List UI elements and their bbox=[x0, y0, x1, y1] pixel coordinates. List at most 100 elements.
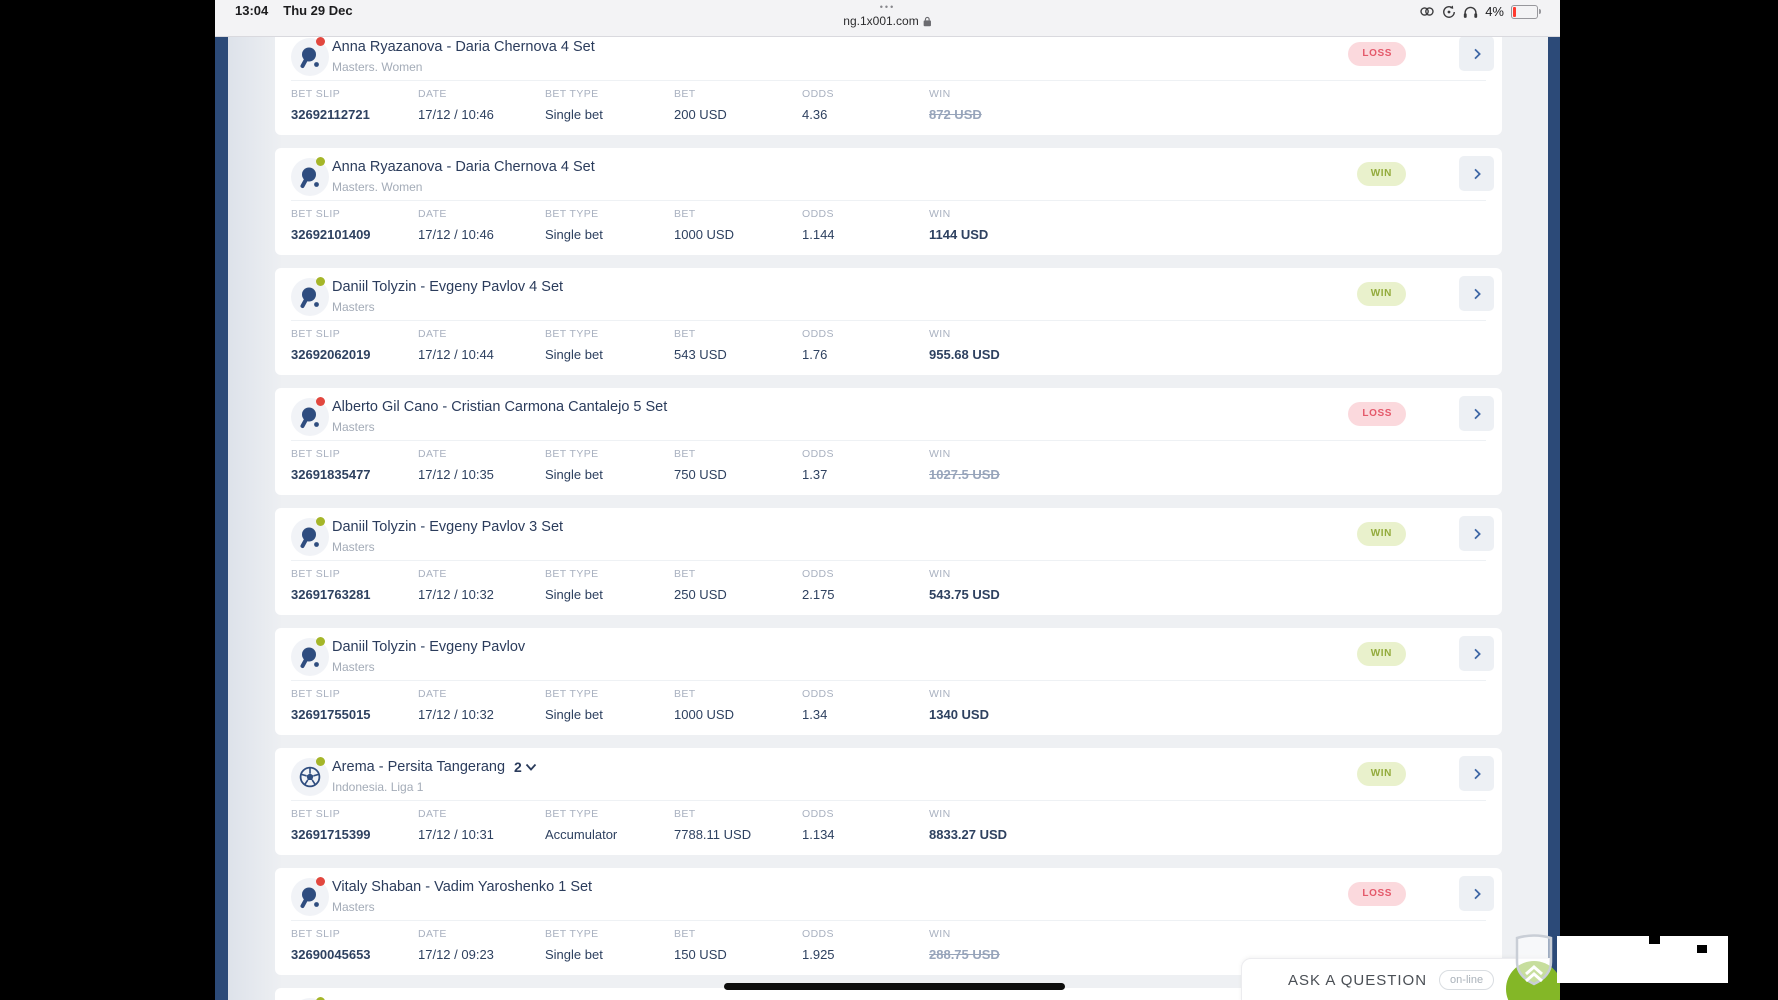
status-dot-icon bbox=[316, 277, 325, 286]
divider bbox=[291, 680, 1486, 681]
open-bet-button[interactable] bbox=[1459, 516, 1494, 551]
bet-card[interactable]: Anna Ryazanova - Daria Chernova 4 Set Ma… bbox=[275, 36, 1502, 135]
open-bet-button[interactable] bbox=[1459, 276, 1494, 311]
match-title: Anna Ryazanova - Daria Chernova 4 Set bbox=[332, 39, 595, 55]
address-bar[interactable]: ng.1x001.com bbox=[843, 14, 931, 28]
chevron-right-icon bbox=[1473, 168, 1481, 179]
open-bet-button[interactable] bbox=[1459, 876, 1494, 911]
headphones-icon bbox=[1464, 6, 1478, 18]
bet-details-row: BET SLIP 32692101409 DATE 17/12 / 10:46 … bbox=[275, 208, 1502, 252]
col-odds: ODDS 1.37 bbox=[802, 448, 834, 482]
bet-details-row: BET SLIP 32691715399 DATE 17/12 / 10:31 … bbox=[275, 808, 1502, 852]
col-win: WIN 288.75 USD bbox=[929, 928, 1000, 962]
col-win: WIN 955.68 USD bbox=[929, 328, 1000, 362]
bet-type-value: Single bet bbox=[545, 107, 603, 122]
win-label: WIN bbox=[929, 568, 951, 580]
expand-control[interactable]: 2 bbox=[514, 759, 537, 775]
win-label: WIN bbox=[929, 88, 951, 100]
open-bet-button[interactable] bbox=[1459, 156, 1494, 191]
col-bet-type: BET TYPE Single bet bbox=[545, 568, 603, 602]
win-value: 8833.27 USD bbox=[929, 827, 1008, 842]
battery-percent: 4% bbox=[1485, 4, 1504, 19]
bet-type-label: BET TYPE bbox=[545, 208, 599, 220]
bet-details-row: BET SLIP 32691763281 DATE 17/12 / 10:32 … bbox=[275, 568, 1502, 612]
bet-type-value: Single bet bbox=[545, 947, 603, 962]
bet-card[interactable]: Arema - Persita Tangerang 2 Indonesia. L… bbox=[275, 748, 1502, 855]
bet-slip-label: BET SLIP bbox=[291, 928, 341, 940]
odds-value: 1.34 bbox=[802, 707, 828, 722]
link-icon bbox=[1420, 7, 1434, 16]
odds-label: ODDS bbox=[802, 808, 834, 820]
bet-card[interactable]: Daniil Tolyzin - Evgeny Pavlov Masters W… bbox=[275, 628, 1502, 735]
col-bet: BET 7788.11 USD bbox=[674, 808, 751, 842]
online-badge: on-line bbox=[1439, 970, 1495, 990]
match-title: Daniil Tolyzin - Evgeny Pavlov bbox=[332, 639, 526, 655]
open-bet-button[interactable] bbox=[1459, 36, 1494, 71]
col-bet-slip: BET SLIP 32691835477 bbox=[291, 448, 371, 482]
bet-card[interactable]: Daniil Tolyzin - Evgeny Pavlov 3 Set Mas… bbox=[275, 508, 1502, 615]
match-title: Arema - Persita Tangerang bbox=[332, 759, 506, 775]
open-bet-button[interactable] bbox=[1459, 396, 1494, 431]
league-subtitle: Masters bbox=[332, 420, 375, 434]
col-bet: BET 1000 USD bbox=[674, 688, 734, 722]
divider bbox=[291, 800, 1486, 801]
col-bet-type: BET TYPE Single bet bbox=[545, 688, 603, 722]
win-label: WIN bbox=[929, 928, 951, 940]
date-value: 17/12 / 10:46 bbox=[418, 107, 494, 122]
bet-slip-label: BET SLIP bbox=[291, 808, 341, 820]
bet-details-row: BET SLIP 32691835477 DATE 17/12 / 10:35 … bbox=[275, 448, 1502, 492]
col-bet-type: BET TYPE Single bet bbox=[545, 328, 603, 362]
bet-type-label: BET TYPE bbox=[545, 328, 599, 340]
status-dot-icon bbox=[316, 37, 325, 46]
bet-card[interactable]: Anna Ryazanova - Daria Chernova 4 Set Ma… bbox=[275, 148, 1502, 255]
col-date: DATE 17/12 / 10:31 bbox=[418, 808, 494, 842]
col-bet-slip: BET SLIP 32692112721 bbox=[291, 88, 370, 122]
ask-question-button[interactable]: ASK A QUESTION on-line bbox=[1241, 958, 1550, 1000]
bet-slip-label: BET SLIP bbox=[291, 88, 341, 100]
redaction-overlay bbox=[1557, 936, 1728, 983]
col-bet-type: BET TYPE Single bet bbox=[545, 448, 603, 482]
chevron-right-icon bbox=[1473, 408, 1481, 419]
status-dot-icon bbox=[316, 157, 325, 166]
bet-card[interactable]: Vitaly Shaban - Vadim Yaroshenko 1 Set M… bbox=[275, 868, 1502, 975]
chevron-right-icon bbox=[1473, 48, 1481, 59]
bet-type-label: BET TYPE bbox=[545, 808, 599, 820]
bet-details-row: BET SLIP 32690045653 DATE 17/12 / 09:23 … bbox=[275, 928, 1502, 972]
orientation-lock-icon bbox=[1443, 4, 1456, 18]
bet-value: 200 USD bbox=[674, 107, 727, 122]
odds-label: ODDS bbox=[802, 568, 834, 580]
col-bet: BET 200 USD bbox=[674, 88, 727, 122]
status-badge: LOSS bbox=[1348, 42, 1406, 66]
win-label: WIN bbox=[929, 328, 951, 340]
col-bet: BET 750 USD bbox=[674, 448, 727, 482]
date-value: 17/12 / 10:44 bbox=[418, 347, 494, 362]
home-indicator[interactable] bbox=[724, 983, 1065, 990]
tab-overflow-dots-icon[interactable]: ••• bbox=[879, 2, 896, 12]
open-bet-button[interactable] bbox=[1459, 636, 1494, 671]
bet-type-label: BET TYPE bbox=[545, 928, 599, 940]
col-date: DATE 17/12 / 09:23 bbox=[418, 928, 494, 962]
win-value: 543.75 USD bbox=[929, 587, 1000, 602]
league-subtitle: Masters bbox=[332, 900, 375, 914]
chevron-right-icon bbox=[1473, 648, 1481, 659]
football-icon bbox=[299, 766, 321, 788]
col-win: WIN 872 USD bbox=[929, 88, 982, 122]
bet-label: BET bbox=[674, 208, 696, 220]
col-win: WIN 1144 USD bbox=[929, 208, 988, 242]
bet-label: BET bbox=[674, 688, 696, 700]
odds-label: ODDS bbox=[802, 208, 834, 220]
win-value: 872 USD bbox=[929, 107, 982, 122]
battery-icon bbox=[1511, 4, 1541, 19]
open-bet-button[interactable] bbox=[1459, 756, 1494, 791]
date-label: DATE bbox=[418, 808, 447, 820]
bet-card[interactable]: Alberto Gil Cano - Cristian Carmona Cant… bbox=[275, 388, 1502, 495]
bet-details-row: BET SLIP 32692062019 DATE 17/12 / 10:44 … bbox=[275, 328, 1502, 372]
ask-question-label: ASK A QUESTION bbox=[1288, 971, 1428, 989]
bet-card[interactable]: Daniil Tolyzin - Evgeny Pavlov 4 Set Mas… bbox=[275, 268, 1502, 375]
status-date: Thu 29 Dec bbox=[283, 3, 353, 18]
win-label: WIN bbox=[929, 208, 951, 220]
bet-type-label: BET TYPE bbox=[545, 88, 599, 100]
col-bet-slip: BET SLIP 32691763281 bbox=[291, 568, 371, 602]
date-label: DATE bbox=[418, 208, 447, 220]
